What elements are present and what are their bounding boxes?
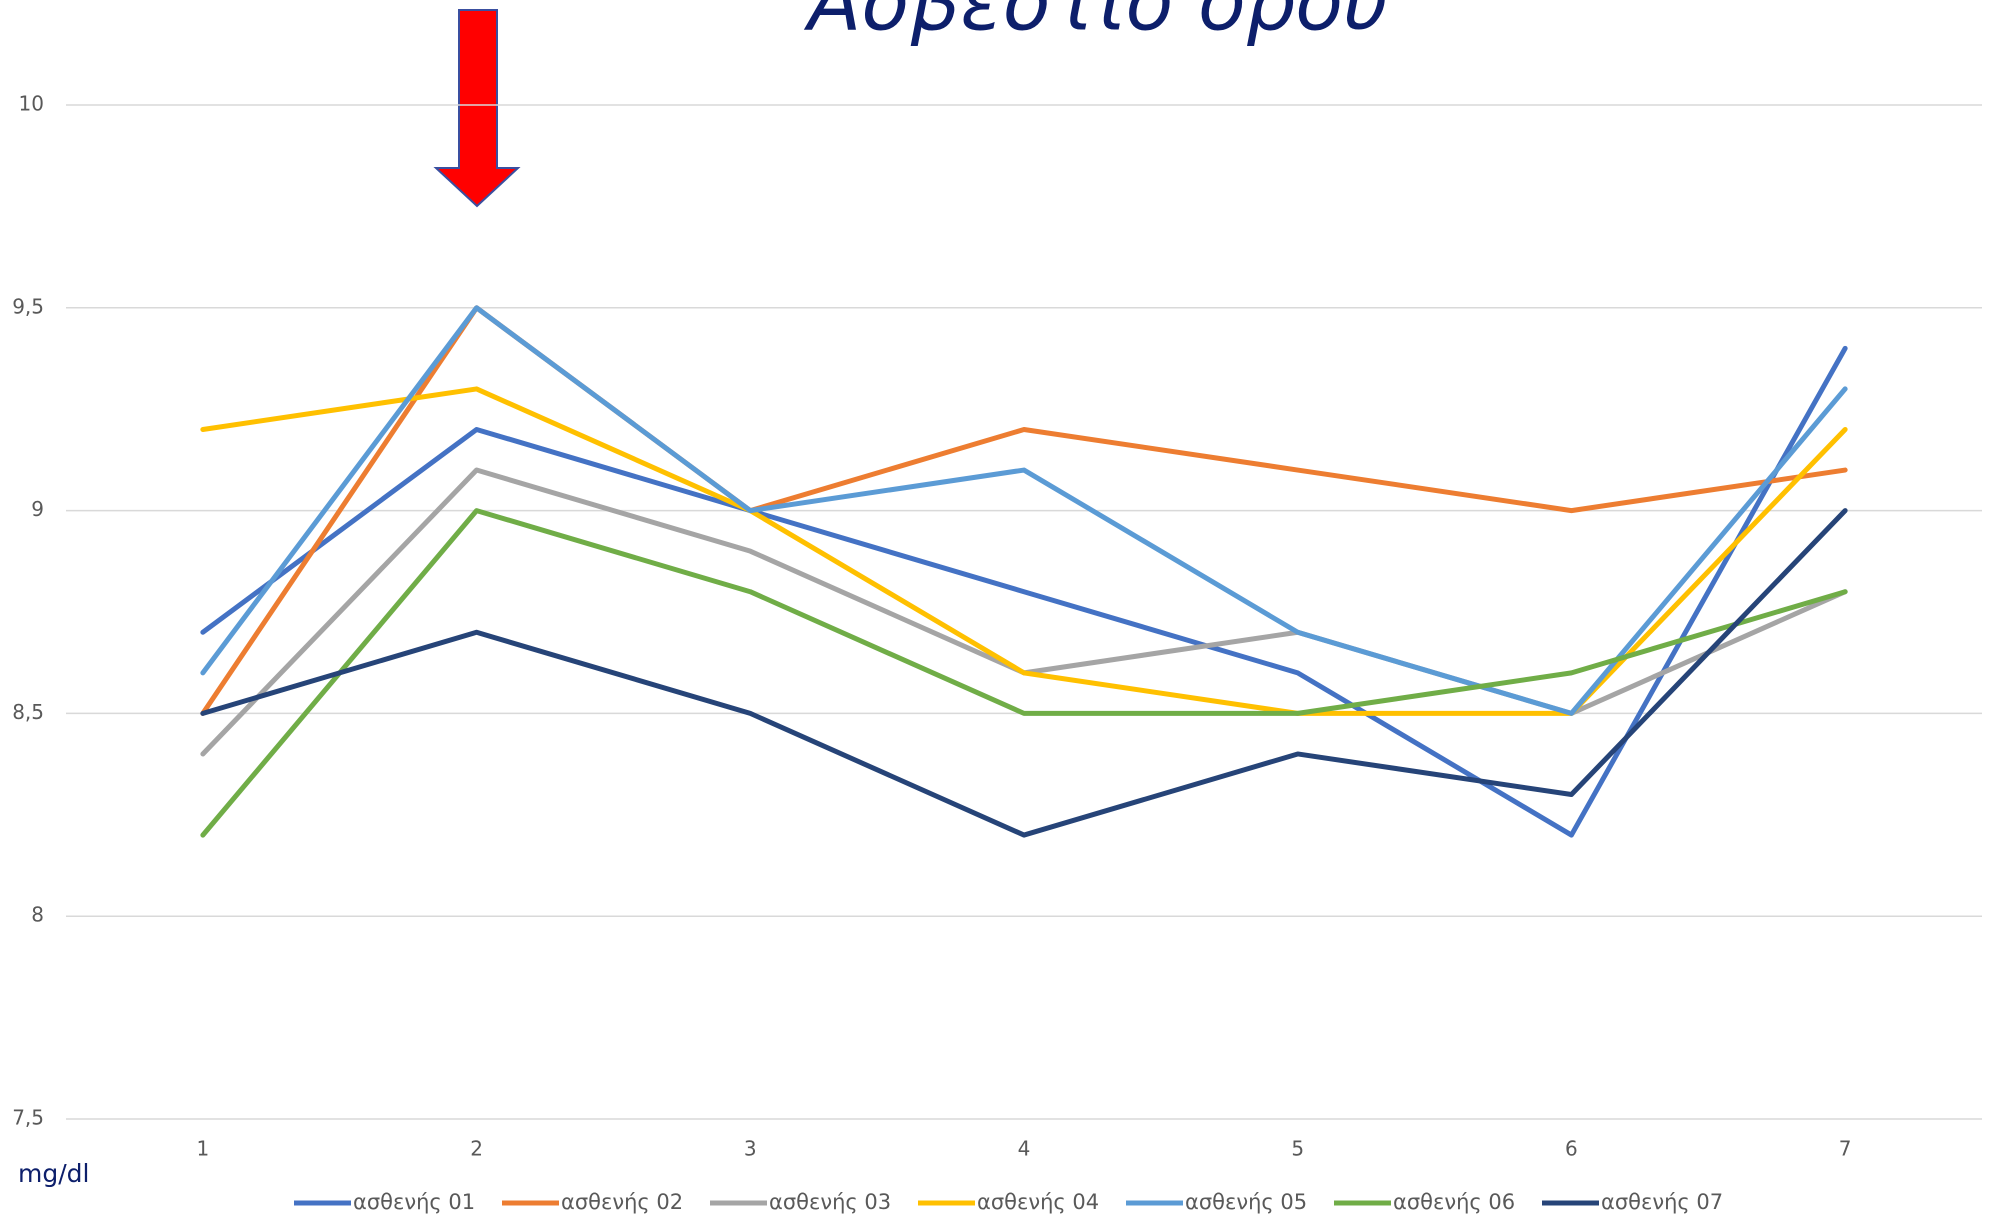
y-tick-label: 8,5 — [12, 700, 44, 724]
y-tick-label: 10 — [19, 92, 44, 116]
legend-label: ασθενής 02 — [561, 1190, 683, 1214]
legend-label: ασθενής 07 — [1601, 1190, 1723, 1214]
y-tick-label: 8 — [31, 903, 44, 927]
series-line — [200, 305, 1848, 716]
y-tick-label: 7,5 — [12, 1106, 44, 1130]
chart-title: Ασβέστιο ορού — [803, 0, 1388, 48]
legend-label: ασθενής 01 — [353, 1190, 475, 1214]
legend-label: ασθενής 04 — [977, 1190, 1099, 1214]
y-tick-label: 9 — [31, 497, 44, 521]
y-unit-label: mg/dl — [18, 1159, 89, 1188]
x-tick-label: 6 — [1565, 1137, 1578, 1161]
x-tick-label: 3 — [744, 1137, 757, 1161]
x-tick-label: 5 — [1291, 1137, 1304, 1161]
x-tick-label: 2 — [470, 1137, 483, 1161]
legend-label: ασθενής 05 — [1185, 1190, 1307, 1214]
arrow — [433, 9, 521, 208]
series-line — [200, 345, 1848, 838]
legend-label: ασθενής 03 — [769, 1190, 891, 1214]
series-line — [200, 508, 1848, 838]
y-tick-label: 9,5 — [12, 294, 44, 318]
x-tick-label: 1 — [196, 1137, 209, 1161]
legend-label: ασθενής 06 — [1393, 1190, 1515, 1214]
x-tick-label: 4 — [1018, 1137, 1031, 1161]
series-line — [200, 508, 1848, 838]
x-tick-label: 7 — [1839, 1137, 1852, 1161]
